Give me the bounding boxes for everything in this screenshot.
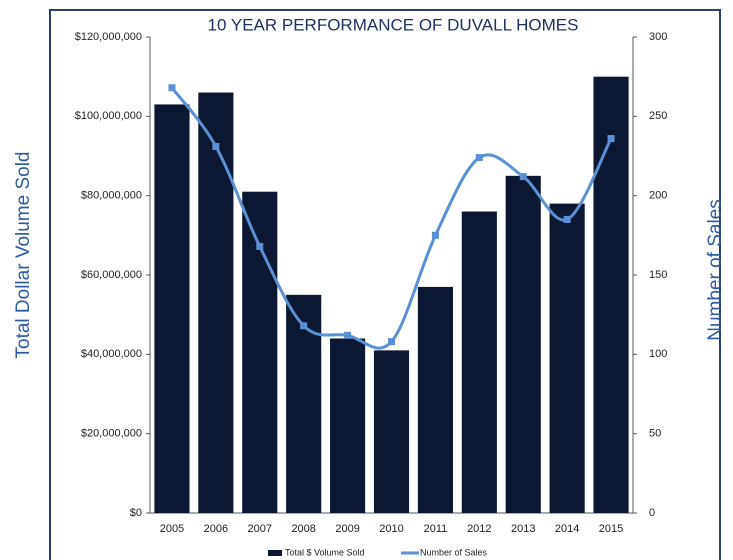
y-axis-title: Total Dollar Volume Sold xyxy=(13,152,34,359)
sales-marker xyxy=(168,84,176,92)
y2-tick-label: 300 xyxy=(649,31,667,43)
frame xyxy=(49,9,721,560)
y-tick-label: $0 xyxy=(130,507,142,519)
x-tick-label: 2007 xyxy=(248,523,272,535)
x-tick-label: 2008 xyxy=(291,523,315,535)
y-tick-label: $100,000,000 xyxy=(75,110,142,122)
y-tick-label: $40,000,000 xyxy=(81,348,142,360)
x-tick-label: 2009 xyxy=(335,523,359,535)
bar xyxy=(417,286,453,513)
y-tick-label: $60,000,000 xyxy=(81,269,142,281)
bar xyxy=(198,92,234,514)
sales-marker xyxy=(212,142,220,150)
legend-label: Total $ Volume Sold xyxy=(285,547,365,557)
y-tick-label: $120,000,000 xyxy=(75,31,142,43)
legend-label: Number of Sales xyxy=(420,547,488,557)
y2-tick-label: 0 xyxy=(649,507,655,519)
y2-tick-label: 250 xyxy=(649,110,667,122)
x-tick-label: 2010 xyxy=(379,523,403,535)
chart-title: 10 YEAR PERFORMANCE OF DUVALL HOMES xyxy=(208,15,579,34)
x-tick-label: 2006 xyxy=(204,523,228,535)
y2-tick-label: 50 xyxy=(649,428,661,440)
sales-marker xyxy=(344,331,352,339)
sales-marker xyxy=(475,154,483,162)
sales-marker xyxy=(300,322,308,330)
bar xyxy=(593,76,629,514)
legend-swatch xyxy=(268,550,282,556)
bar xyxy=(154,104,190,513)
sales-marker xyxy=(519,173,527,181)
bar xyxy=(549,203,585,513)
bar xyxy=(242,191,278,513)
y2-tick-label: 150 xyxy=(649,269,667,281)
title-bg xyxy=(152,12,634,38)
sales-marker xyxy=(607,135,615,143)
sales-marker xyxy=(256,242,264,250)
y-tick-label: $80,000,000 xyxy=(81,190,142,202)
bar xyxy=(461,211,497,514)
bar xyxy=(330,338,366,513)
bar xyxy=(286,294,322,513)
y2-tick-label: 200 xyxy=(649,190,667,202)
sales-line xyxy=(170,86,613,350)
x-tick-label: 2012 xyxy=(467,523,491,535)
bar xyxy=(373,350,410,513)
sales-marker xyxy=(388,338,395,346)
x-tick-label: 2005 xyxy=(160,523,184,535)
sales-marker xyxy=(431,231,439,239)
y-tick-label: $20,000,000 xyxy=(81,428,142,440)
x-tick-label: 2015 xyxy=(599,523,623,535)
x-tick-label: 2011 xyxy=(424,523,448,535)
x-tick-label: 2013 xyxy=(511,523,535,535)
y2-tick-label: 100 xyxy=(649,348,667,360)
x-tick-label: 2014 xyxy=(555,523,579,535)
bar xyxy=(505,175,541,514)
y2-axis-title: Number of Sales xyxy=(705,199,726,341)
sales-marker xyxy=(563,215,571,223)
